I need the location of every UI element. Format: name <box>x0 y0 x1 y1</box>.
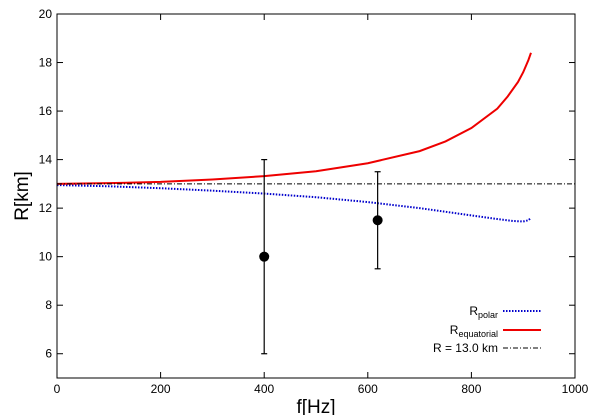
y-tick-label: 12 <box>39 201 53 215</box>
x-tick-label: 800 <box>461 382 481 396</box>
y-tick-label: 14 <box>39 153 53 167</box>
error-bars <box>259 159 383 355</box>
legend-label-1: Requatorial <box>450 323 498 339</box>
plot-frame <box>56 13 576 379</box>
y-tick-label: 20 <box>39 7 53 21</box>
data-point-0 <box>259 251 270 262</box>
x-tick-label: 1000 <box>562 382 589 396</box>
x-tick-label: 400 <box>254 382 274 396</box>
series-line-0 <box>56 184 532 223</box>
legend-label-2: R = 13.0 km <box>433 341 498 355</box>
y-tick-label: 16 <box>39 104 53 118</box>
series-layer <box>56 52 575 223</box>
x-axis-label: f[Hz] <box>296 397 335 415</box>
axis-ticks: 0 200 400 600 800 1000 6 8 10 12 14 16 18 20 <box>39 7 589 396</box>
y-tick-label: 18 <box>39 56 53 70</box>
series-line-1 <box>56 52 532 185</box>
data-point-1 <box>372 215 383 226</box>
legend-label-0: Rpolar <box>469 304 498 320</box>
legend: Rpolar Requatorial R = 13.0 km <box>433 304 541 355</box>
y-tick-label: 8 <box>45 298 52 312</box>
x-tick-label: 200 <box>151 382 171 396</box>
y-axis-label: R[km] <box>12 171 33 221</box>
y-tick-label: 10 <box>39 250 53 264</box>
x-tick-label: 600 <box>358 382 378 396</box>
x-tick-label: 0 <box>54 382 61 396</box>
y-tick-label: 6 <box>45 347 52 361</box>
